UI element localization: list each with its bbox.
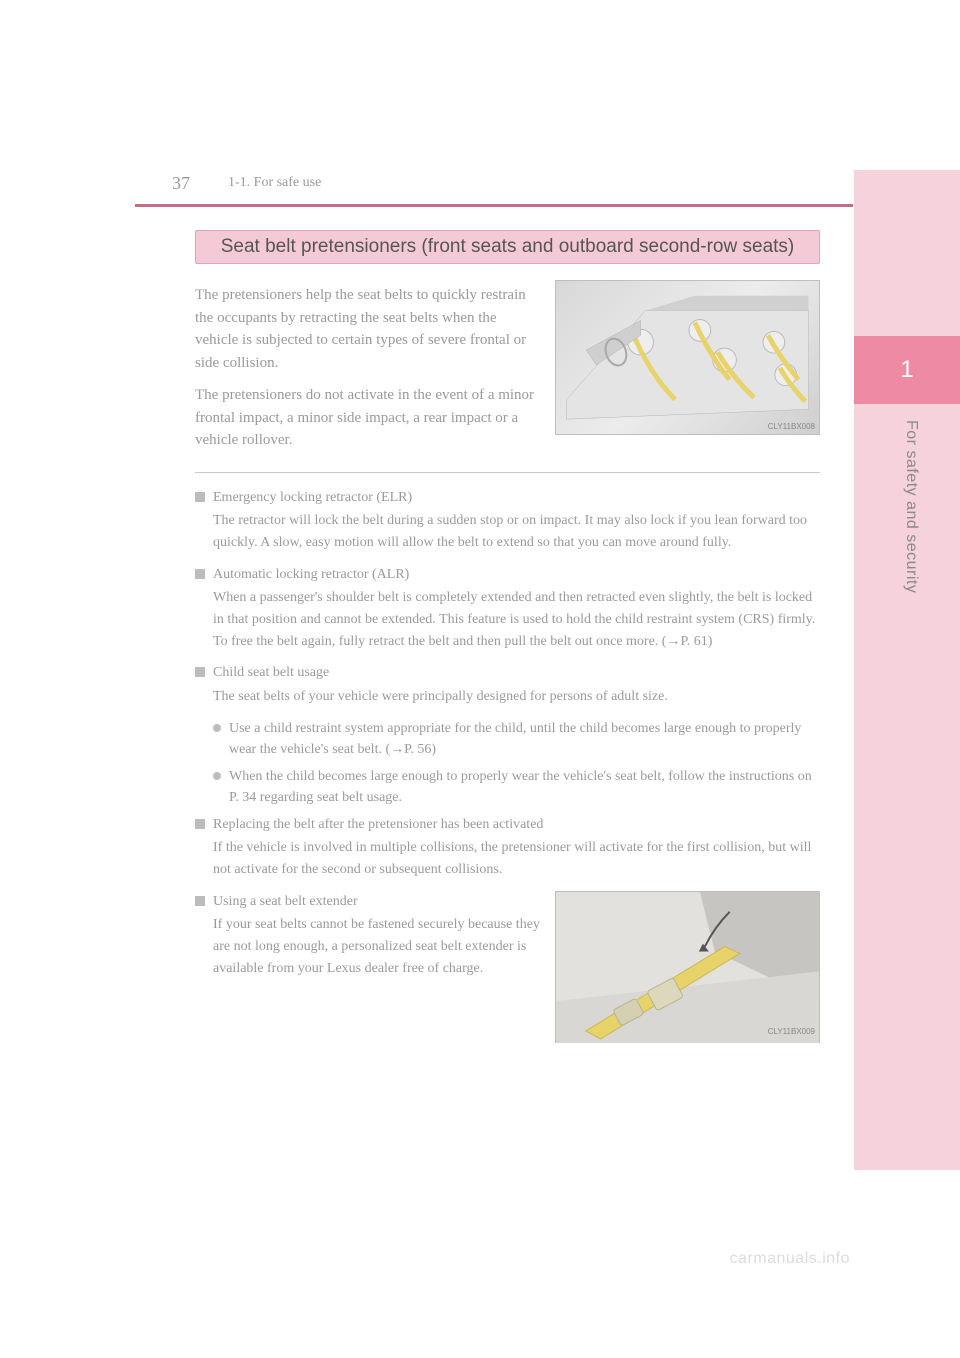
illustration-cabin: CLY11BX008 <box>555 280 820 435</box>
intro-note: The pretensioners do not activate in the… <box>195 384 543 452</box>
sub-extender: Using a seat belt extender If your seat … <box>195 891 820 1043</box>
square-bullet-icon <box>195 819 205 829</box>
extender-svg <box>556 892 819 1043</box>
chapter-label: For safety and security <box>902 420 920 593</box>
sub-child-usage: Child seat belt usage The seat belts of … <box>195 662 820 707</box>
sub-title: Automatic locking retractor (ALR) <box>213 564 820 586</box>
sub-desc: The retractor will lock the belt during … <box>213 510 820 553</box>
sub-desc: The seat belts of your vehicle were prin… <box>213 686 820 708</box>
header-rule <box>135 204 853 207</box>
square-bullet-icon <box>195 492 205 502</box>
sub-title: Child seat belt usage <box>213 662 820 684</box>
bullet-item: When the child becomes large enough to p… <box>213 766 820 808</box>
chapter-number: 1 <box>854 336 960 404</box>
sub-desc: When a passenger's shoulder belt is comp… <box>213 587 820 652</box>
square-bullet-icon <box>195 896 205 906</box>
manual-page: 1 For safety and security 37 1-1. For sa… <box>0 0 960 1358</box>
sub-elr: Emergency locking retractor (ELR) The re… <box>195 487 820 554</box>
section-banner: Seat belt pretensioners (front seats and… <box>195 230 820 264</box>
illustration-code-1: CLY11BX008 <box>768 422 815 431</box>
divider <box>195 472 820 473</box>
sub-replacing: Replacing the belt after the pretensione… <box>195 814 820 881</box>
illustration-code-2: CLY11BX009 <box>768 1026 815 1038</box>
illustration-extender: CLY11BX009 <box>555 891 820 1043</box>
cabin-svg <box>556 281 819 434</box>
breadcrumb: 1-1. For safe use <box>228 175 321 191</box>
content-area: Seat belt pretensioners (front seats and… <box>195 230 820 1053</box>
intro-para: The pretensioners help the seat belts to… <box>195 284 543 374</box>
sub-title: Emergency locking retractor (ELR) <box>213 487 820 509</box>
watermark: carmanuals.info <box>730 1250 850 1268</box>
intro-text: The pretensioners help the seat belts to… <box>195 280 543 452</box>
intro-block: The pretensioners help the seat belts to… <box>195 280 820 452</box>
square-bullet-icon <box>195 667 205 677</box>
page-number: 37 <box>172 173 190 194</box>
sub-desc: If your seat belts cannot be fastened se… <box>213 914 543 979</box>
round-bullet-icon <box>213 772 221 780</box>
sub-alr: Automatic locking retractor (ALR) When a… <box>195 564 820 653</box>
side-tab-bg <box>854 170 960 1170</box>
sub-desc: If the vehicle is involved in multiple c… <box>213 837 820 880</box>
round-bullet-icon <box>213 724 221 732</box>
bullet-text: When the child becomes large enough to p… <box>229 766 820 808</box>
bullet-item: Use a child restraint system appropriate… <box>213 718 820 760</box>
square-bullet-icon <box>195 569 205 579</box>
sub-title: Using a seat belt extender <box>213 891 543 913</box>
bullet-text: Use a child restraint system appropriate… <box>229 718 820 760</box>
sub-title: Replacing the belt after the pretensione… <box>213 814 820 836</box>
